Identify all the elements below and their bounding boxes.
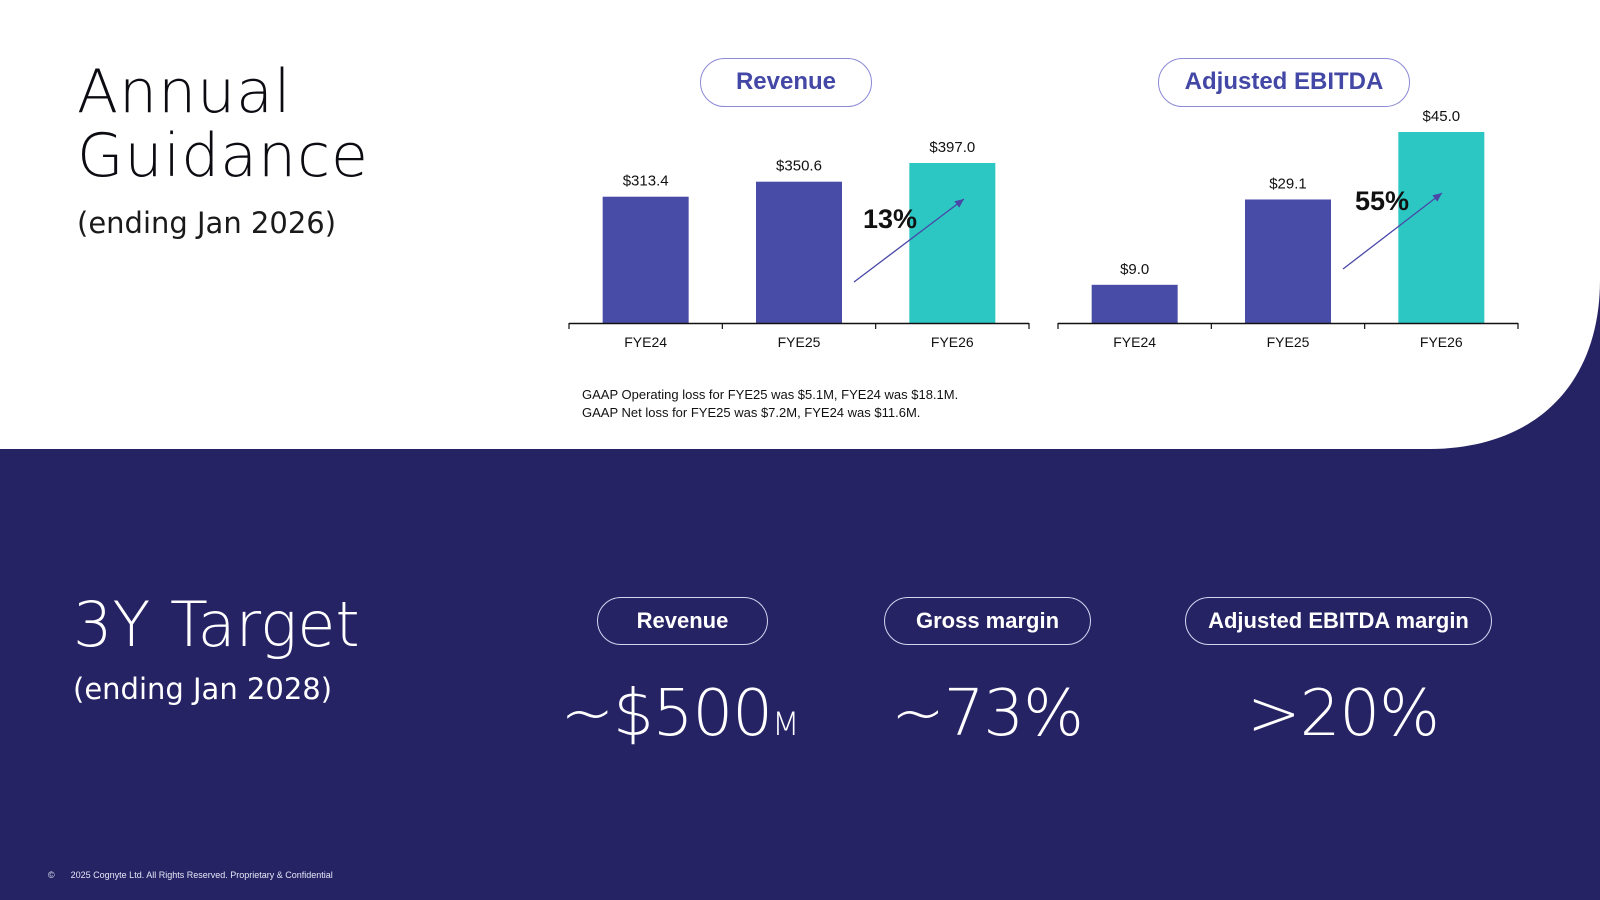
tick-label-fye25: FYE25 bbox=[778, 334, 821, 350]
kpi-gross-margin-number: ~73% bbox=[891, 677, 1084, 751]
revenue-chart-pill: Revenue bbox=[700, 58, 872, 107]
value-label-fye24: $313.4 bbox=[623, 173, 669, 190]
tick-label-fye24: FYE24 bbox=[624, 334, 667, 350]
gaap-net-loss-note: GAAP Net loss for FYE25 was $7.2M, FYE24… bbox=[582, 405, 921, 420]
kpi-gross-margin-pill: Gross margin bbox=[884, 597, 1091, 645]
kpi-revenue-number: ~$500 bbox=[560, 677, 772, 751]
bar-fye26 bbox=[1398, 132, 1485, 323]
three-year-target-title: 3Y Target bbox=[73, 588, 360, 661]
gaap-operating-loss-note: GAAP Operating loss for FYE25 was $5.1M,… bbox=[582, 387, 959, 402]
bar-fye25 bbox=[756, 181, 842, 323]
tick-label-fye24: FYE24 bbox=[1113, 334, 1156, 350]
kpi-gross-margin-label: Gross margin bbox=[915, 608, 1060, 633]
revenue-bar-chart: $313.4 FYE24 $350.6 FYE25 $397.0 FYE26 13% bbox=[568, 139, 1030, 350]
kpi-revenue-label: Revenue bbox=[636, 608, 729, 633]
value-label-fye25: $350.6 bbox=[776, 158, 822, 175]
ebitda-chart-title: Adjusted EBITDA bbox=[1184, 68, 1384, 95]
tick-label-fye26: FYE26 bbox=[1420, 334, 1463, 350]
bar-fye26 bbox=[909, 163, 996, 323]
bar-fye24 bbox=[1091, 284, 1178, 323]
kpi-ebitda-margin-pill: Adjusted EBITDA margin bbox=[1185, 597, 1492, 645]
revenue-chart-title: Revenue bbox=[735, 68, 837, 95]
annual-guidance-subtitle: (ending Jan 2026) bbox=[77, 206, 337, 240]
kpi-ebitda-margin-value: >20% bbox=[1223, 676, 1463, 752]
annual-guidance-title: Annual Guidance bbox=[77, 60, 369, 188]
kpi-ebitda-margin-label: Adjusted EBITDA margin bbox=[1208, 608, 1469, 633]
copyright-icon: © bbox=[48, 870, 55, 880]
value-label-fye26: $397.0 bbox=[929, 139, 975, 156]
growth-percent-label: 13% bbox=[863, 204, 917, 234]
kpi-revenue-pill: Revenue bbox=[597, 597, 768, 645]
bar-fye24 bbox=[602, 196, 689, 323]
tick-label-fye25: FYE25 bbox=[1267, 334, 1310, 350]
growth-percent-label: 55% bbox=[1355, 186, 1409, 216]
footer: © 2025 Cognyte Ltd. All Rights Reserved. … bbox=[48, 870, 333, 880]
three-year-target-subtitle: (ending Jan 2028) bbox=[73, 672, 333, 706]
growth-arrow-line bbox=[853, 198, 965, 283]
ebitda-bar-chart: $9.0 FYE24 $29.1 FYE25 $45.0 FYE26 55% bbox=[1057, 108, 1519, 350]
ebitda-chart-pill: Adjusted EBITDA bbox=[1158, 58, 1410, 107]
gaap-footnote: GAAP Operating loss for FYE25 was $5.1M,… bbox=[582, 386, 958, 422]
annual-guidance-section: Annual Guidance (ending Jan 2026) Revenu… bbox=[77, 58, 1519, 422]
kpi-revenue-unit: M bbox=[771, 705, 800, 743]
kpi-revenue-value: ~$500M bbox=[560, 676, 800, 762]
growth-arrow-head bbox=[954, 199, 964, 208]
footer-text: 2025 Cognyte Ltd. All Rights Reserved. P… bbox=[70, 870, 333, 880]
growth-arrow-line bbox=[1342, 192, 1443, 270]
value-label-fye24: $9.0 bbox=[1120, 261, 1149, 278]
growth-arrow-head bbox=[1432, 193, 1442, 202]
kpi-gross-margin-value: ~73% bbox=[867, 676, 1107, 752]
title-line-annual: Annual bbox=[77, 57, 292, 127]
title-line-guidance: Guidance bbox=[77, 121, 369, 191]
kpi-ebitda-margin-number: >20% bbox=[1247, 677, 1440, 751]
tick-label-fye26: FYE26 bbox=[931, 334, 974, 350]
value-label-fye26: $45.0 bbox=[1423, 108, 1461, 125]
bar-fye25 bbox=[1245, 199, 1331, 323]
value-label-fye25: $29.1 bbox=[1269, 175, 1307, 192]
